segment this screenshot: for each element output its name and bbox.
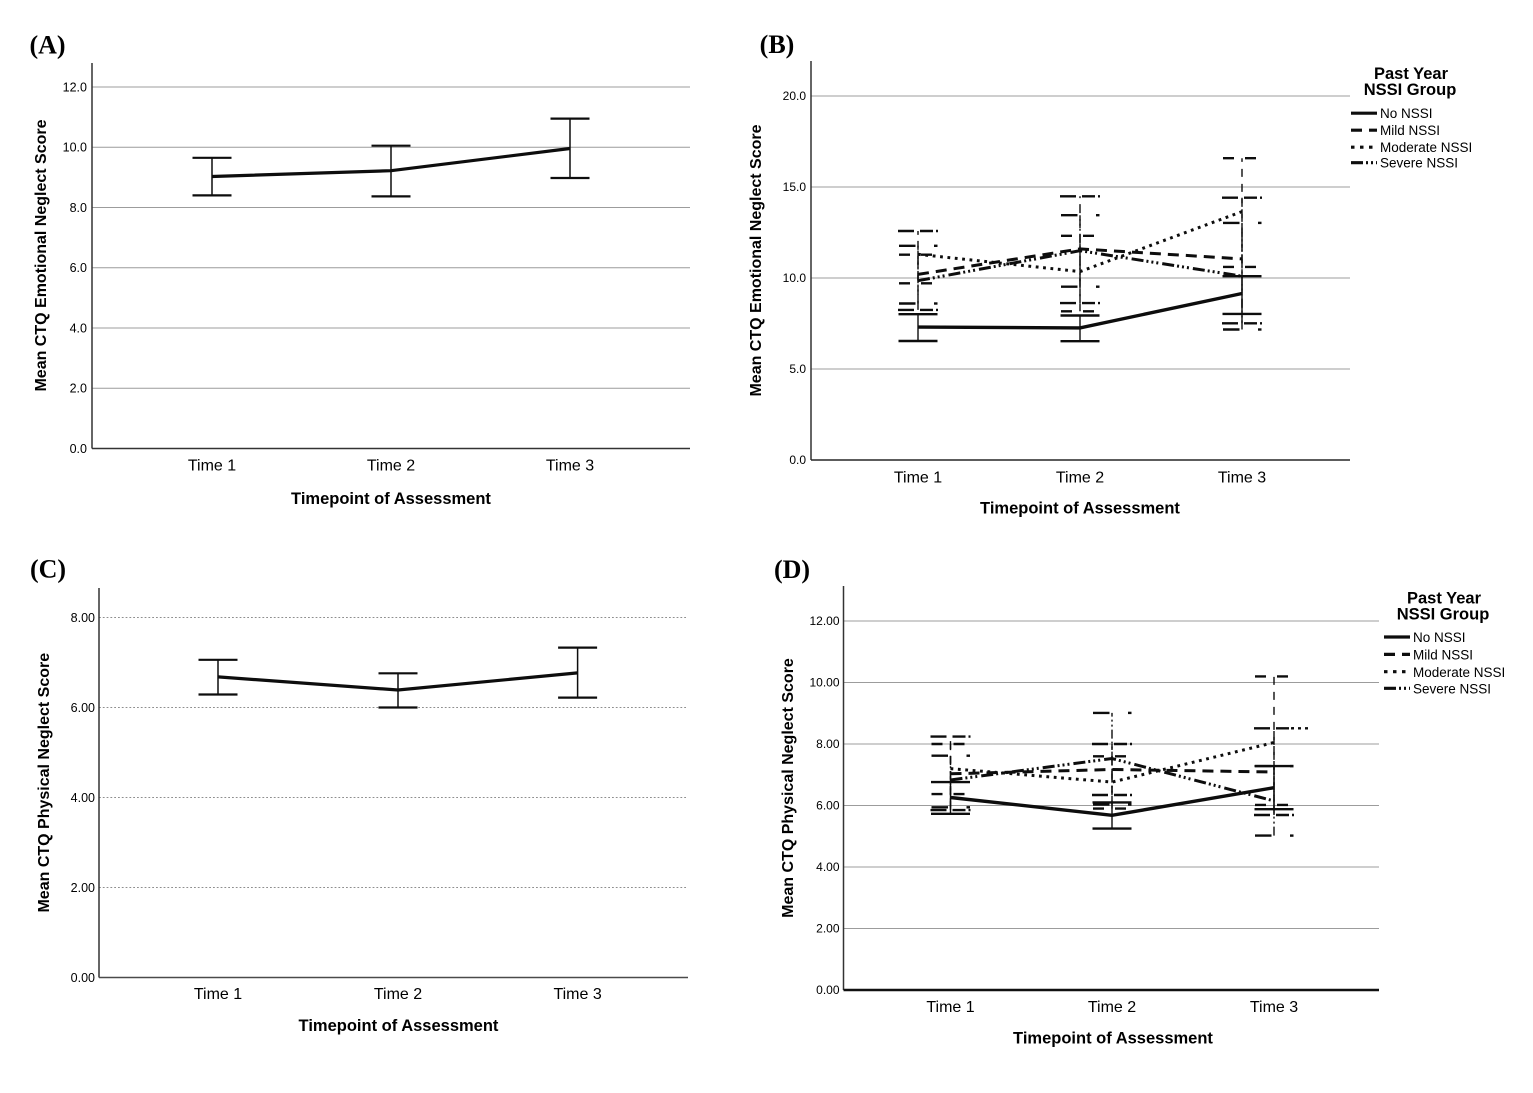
svg-text:4.00: 4.00: [816, 860, 840, 874]
svg-text:4.00: 4.00: [71, 791, 95, 805]
svg-text:12.00: 12.00: [809, 614, 839, 628]
svg-text:Time 3: Time 3: [546, 457, 594, 474]
svg-text:(C): (C): [30, 555, 66, 584]
svg-text:0.00: 0.00: [816, 983, 840, 997]
svg-text:Moderate NSSI: Moderate NSSI: [1413, 665, 1505, 680]
svg-text:2.00: 2.00: [71, 881, 95, 895]
svg-text:No NSSI: No NSSI: [1380, 106, 1433, 121]
svg-text:Time 1: Time 1: [194, 986, 242, 1003]
svg-text:8.00: 8.00: [816, 737, 840, 751]
svg-text:0.00: 0.00: [71, 971, 95, 985]
svg-text:20.0: 20.0: [783, 89, 807, 103]
svg-text:Time 2: Time 2: [1056, 470, 1104, 487]
svg-text:10.0: 10.0: [783, 271, 807, 285]
svg-text:6.00: 6.00: [816, 799, 840, 813]
svg-text:Mild NSSI: Mild NSSI: [1413, 648, 1473, 663]
svg-text:Severe NSSI: Severe NSSI: [1413, 682, 1491, 697]
svg-text:2.00: 2.00: [816, 922, 840, 936]
svg-text:0.0: 0.0: [789, 453, 806, 467]
svg-text:(B): (B): [760, 30, 795, 59]
svg-text:(D): (D): [774, 555, 810, 584]
svg-text:8.0: 8.0: [70, 201, 87, 215]
svg-text:4.0: 4.0: [70, 321, 87, 335]
svg-text:Timepoint of Assessment: Timepoint of Assessment: [980, 500, 1180, 518]
svg-text:Time 1: Time 1: [926, 999, 974, 1016]
svg-text:Mean CTQ Physical Neglect Scor: Mean CTQ Physical Neglect Score: [36, 653, 53, 913]
svg-text:6.0: 6.0: [70, 261, 87, 275]
svg-text:10.0: 10.0: [63, 141, 87, 155]
svg-text:Time 2: Time 2: [1088, 999, 1136, 1016]
svg-text:Timepoint of Assessment: Timepoint of Assessment: [291, 490, 491, 508]
svg-text:Mild NSSI: Mild NSSI: [1380, 123, 1440, 138]
svg-text:Past Year: Past Year: [1374, 65, 1449, 83]
svg-text:Severe NSSI: Severe NSSI: [1380, 156, 1458, 171]
svg-text:15.0: 15.0: [783, 180, 807, 194]
svg-text:NSSI Group: NSSI Group: [1364, 81, 1457, 99]
svg-text:5.0: 5.0: [789, 362, 806, 376]
svg-text:Past Year: Past Year: [1407, 590, 1482, 608]
svg-text:Timepoint of Assessment: Timepoint of Assessment: [299, 1017, 499, 1035]
svg-text:Time 2: Time 2: [367, 457, 415, 474]
svg-text:Mean CTQ Emotional Neglect Sco: Mean CTQ Emotional Neglect Score: [33, 119, 50, 391]
svg-text:Timepoint of Assessment: Timepoint of Assessment: [1013, 1029, 1213, 1047]
svg-text:No NSSI: No NSSI: [1413, 630, 1466, 645]
svg-text:Time 3: Time 3: [553, 986, 601, 1003]
svg-text:Mean CTQ Physical Neglect Scor: Mean CTQ Physical Neglect Score: [780, 658, 797, 918]
svg-text:Moderate NSSI: Moderate NSSI: [1380, 140, 1472, 155]
svg-text:Time 1: Time 1: [188, 457, 236, 474]
svg-text:12.0: 12.0: [63, 80, 87, 94]
svg-text:Time 2: Time 2: [374, 986, 422, 1003]
svg-text:Time 3: Time 3: [1250, 999, 1298, 1016]
svg-text:0.0: 0.0: [70, 442, 87, 456]
svg-text:6.00: 6.00: [71, 701, 95, 715]
svg-text:Time 1: Time 1: [894, 470, 942, 487]
svg-text:(A): (A): [29, 31, 65, 60]
svg-text:Time 3: Time 3: [1218, 470, 1266, 487]
svg-text:Mean CTQ Emotional Neglect Sco: Mean CTQ Emotional Neglect Score: [748, 124, 765, 396]
svg-text:8.00: 8.00: [71, 611, 95, 625]
svg-text:10.00: 10.00: [809, 676, 839, 690]
svg-text:NSSI Group: NSSI Group: [1397, 606, 1490, 624]
svg-text:2.0: 2.0: [70, 382, 87, 396]
